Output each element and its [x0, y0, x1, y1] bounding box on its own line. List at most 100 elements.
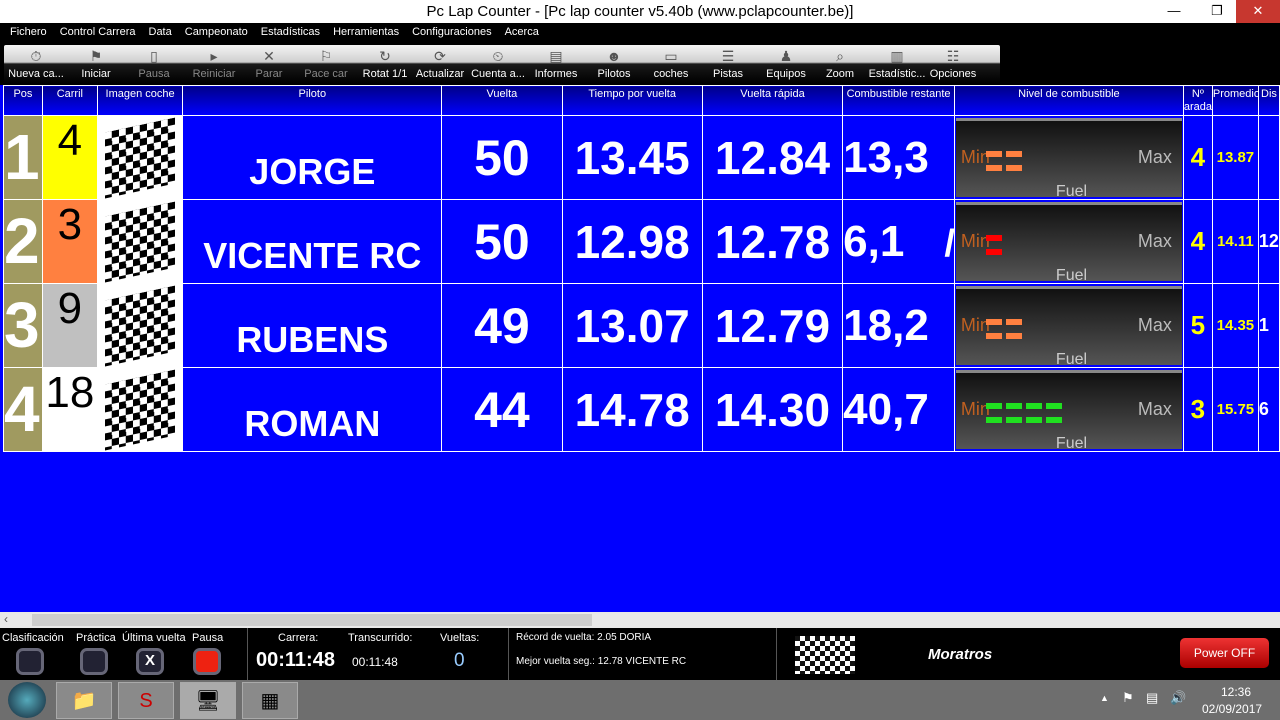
- menu-3[interactable]: Campeonato: [184, 26, 248, 38]
- fuel-gauge: Min Max Fuel: [955, 202, 1182, 283]
- circuit-board-icon[interactable]: ▦: [242, 682, 298, 719]
- column-header-4[interactable]: Vuelta: [441, 85, 563, 116]
- toolbar-label: Reiniciar: [192, 68, 236, 80]
- start-button[interactable]: [8, 682, 46, 718]
- column-header-6[interactable]: Vuelta rápida: [701, 85, 844, 116]
- laps-cell: 49: [441, 283, 563, 368]
- average-cell: 13.87: [1211, 115, 1259, 200]
- column-header-5[interactable]: Tiempo por vuelta: [561, 85, 703, 116]
- minimize-button[interactable]: —: [1167, 3, 1181, 18]
- lap-time-cell: 12.98: [561, 199, 703, 284]
- menu-2[interactable]: Data: [148, 26, 172, 38]
- column-header-0[interactable]: Pos: [3, 85, 43, 116]
- pit-stops-cell: 4: [1182, 115, 1213, 200]
- toolbar-button-13[interactable]: ♟ Equipos: [758, 45, 814, 83]
- pit-stops-cell: 3: [1182, 367, 1213, 452]
- status-toggle-3[interactable]: [193, 648, 221, 675]
- scrollbar-thumb[interactable]: [32, 614, 592, 626]
- fuel-min-label: Min: [960, 399, 990, 419]
- toolbar-button-15[interactable]: ▥ Estadístic...: [866, 45, 928, 83]
- car-image: [96, 199, 184, 284]
- toolbar-button-9[interactable]: ▤ Informes: [528, 45, 584, 83]
- toolbar-button-4[interactable]: ✕ Parar: [244, 45, 294, 83]
- power-label: Power OFF: [1193, 646, 1256, 660]
- table-row[interactable]: 1 4 JORGE 50 13.45 12.84 13,3 Min Max Fuel 4 13.87: [3, 115, 1280, 200]
- toolbar-label: Pausa: [138, 68, 170, 80]
- toolbar-button-5[interactable]: ⚐ Pace car: [294, 45, 358, 83]
- toolbar-button-6[interactable]: ↻ Rotat 1/1: [358, 45, 412, 83]
- menu-5[interactable]: Herramientas: [333, 26, 400, 38]
- toolbar-button-12[interactable]: ☰ Pistas: [698, 45, 758, 83]
- fuel-segment: [1005, 319, 1022, 325]
- fuel-max-label: Max: [1137, 147, 1172, 167]
- fuel-label: Fuel: [1055, 351, 1088, 368]
- toolbar-button-8[interactable]: ⏲ Cuenta a...: [468, 45, 528, 83]
- best-lap-cell: 14.30: [701, 367, 844, 452]
- column-header-2[interactable]: Imagen coche: [96, 85, 184, 116]
- toolbar-button-3[interactable]: ▸ Reiniciar: [184, 45, 244, 83]
- best-lap-cell: 12.78: [701, 199, 844, 284]
- clock-time[interactable]: 12:36: [1221, 685, 1252, 699]
- toolbar-button-1[interactable]: ⚑ Iniciar: [68, 45, 124, 83]
- menu-6[interactable]: Configuraciones: [412, 26, 492, 38]
- toolbar-button-16[interactable]: ☷ Opciones: [928, 45, 978, 83]
- power-off-button[interactable]: Power OFF: [1180, 638, 1269, 668]
- pause-icon: ▯: [150, 48, 158, 64]
- table-row[interactable]: 3 9 RUBENS 49 13.07 12.79 18,2 Min Max Fuel 5 14.35…: [3, 283, 1280, 368]
- laps-cell: 50: [441, 115, 563, 200]
- driver-cell: ROMAN: [182, 367, 443, 452]
- toolbar-label: Cuenta a...: [471, 68, 525, 80]
- column-header-1[interactable]: Carril: [41, 85, 98, 116]
- column-header-8[interactable]: Nivel de combustible: [953, 85, 1184, 116]
- action-center-icon[interactable]: ⚑: [1122, 690, 1134, 705]
- restore-button[interactable]: ❐: [1211, 3, 1223, 18]
- status-toggle-2[interactable]: X: [136, 648, 164, 675]
- fuel-segment: [1005, 403, 1022, 409]
- show-hidden-icons[interactable]: ▲: [1100, 693, 1109, 703]
- lap-time-cell: 13.45: [561, 115, 703, 200]
- column-header-9[interactable]: Nº arada: [1182, 85, 1213, 116]
- checkered-flag-icon: [105, 369, 176, 450]
- stopwatch-icon: ⏱: [30, 48, 42, 64]
- pc-lap-counter-task-icon[interactable]: 🖥: [180, 682, 236, 719]
- fuel-segment: [1005, 151, 1022, 157]
- menu-0[interactable]: Fichero: [10, 26, 47, 38]
- column-header-11[interactable]: Dis: [1257, 85, 1280, 116]
- volume-icon[interactable]: 🔊: [1170, 690, 1187, 705]
- column-header-10[interactable]: Promedio: [1211, 85, 1259, 116]
- average-cell: 14.35: [1211, 283, 1259, 368]
- laps-cell: 44: [441, 367, 563, 452]
- fuel-min-label: Min: [960, 231, 990, 251]
- transcurrido-time: 00:11:48: [352, 655, 398, 669]
- table-row[interactable]: 2 3 VICENTE RC 50 12.98 12.78 6,1 /Min Max Fuel 4 1…: [3, 199, 1280, 284]
- menu-4[interactable]: Estadísticas: [260, 26, 321, 38]
- toolbar-button-0[interactable]: ⏱ Nueva ca...: [4, 45, 68, 83]
- fuel-remaining: 18,2: [843, 300, 929, 350]
- close-button[interactable]: ✕: [1236, 0, 1280, 23]
- file-explorer-icon[interactable]: 📁: [56, 682, 112, 719]
- toolbar-button-11[interactable]: ▭ coches: [644, 45, 698, 83]
- column-header-7[interactable]: Combustible restante: [842, 85, 955, 116]
- app-s-icon[interactable]: S: [118, 682, 174, 719]
- table-row[interactable]: 4 18 ROMAN 44 14.78 14.30 40,7 Min Max Fuel 3 15.75…: [3, 367, 1280, 452]
- toolbar-button-7[interactable]: ⟳ Actualizar: [412, 45, 468, 83]
- network-icon[interactable]: ▤: [1146, 690, 1159, 705]
- column-header-3[interactable]: Piloto: [182, 85, 443, 116]
- menu-1[interactable]: Control Carrera: [59, 26, 136, 38]
- zoom-icon: ⌕: [836, 48, 844, 64]
- scroll-left-icon[interactable]: ‹: [4, 612, 8, 626]
- fuel-gauge: Min Max Fuel: [955, 286, 1182, 368]
- fuel-segment: [985, 319, 1002, 325]
- menu-7[interactable]: Acerca: [504, 26, 539, 38]
- fuel-segment: [985, 235, 1002, 241]
- clock-date[interactable]: 02/09/2017: [1202, 702, 1263, 716]
- toolbar-button-2[interactable]: ▯ Pausa: [124, 45, 184, 83]
- toolbar-button-14[interactable]: ⌕ Zoom: [814, 45, 866, 83]
- status-toggle-1[interactable]: [80, 648, 108, 675]
- fuel-segment: [985, 165, 1002, 171]
- status-button-label: Práctica: [76, 632, 116, 644]
- fuel-segment: [1005, 165, 1022, 171]
- toolbar-button-10[interactable]: ☻ Pilotos: [584, 45, 644, 83]
- fuel-level-cell: Min Max Fuel: [953, 283, 1184, 368]
- status-toggle-0[interactable]: [16, 648, 44, 675]
